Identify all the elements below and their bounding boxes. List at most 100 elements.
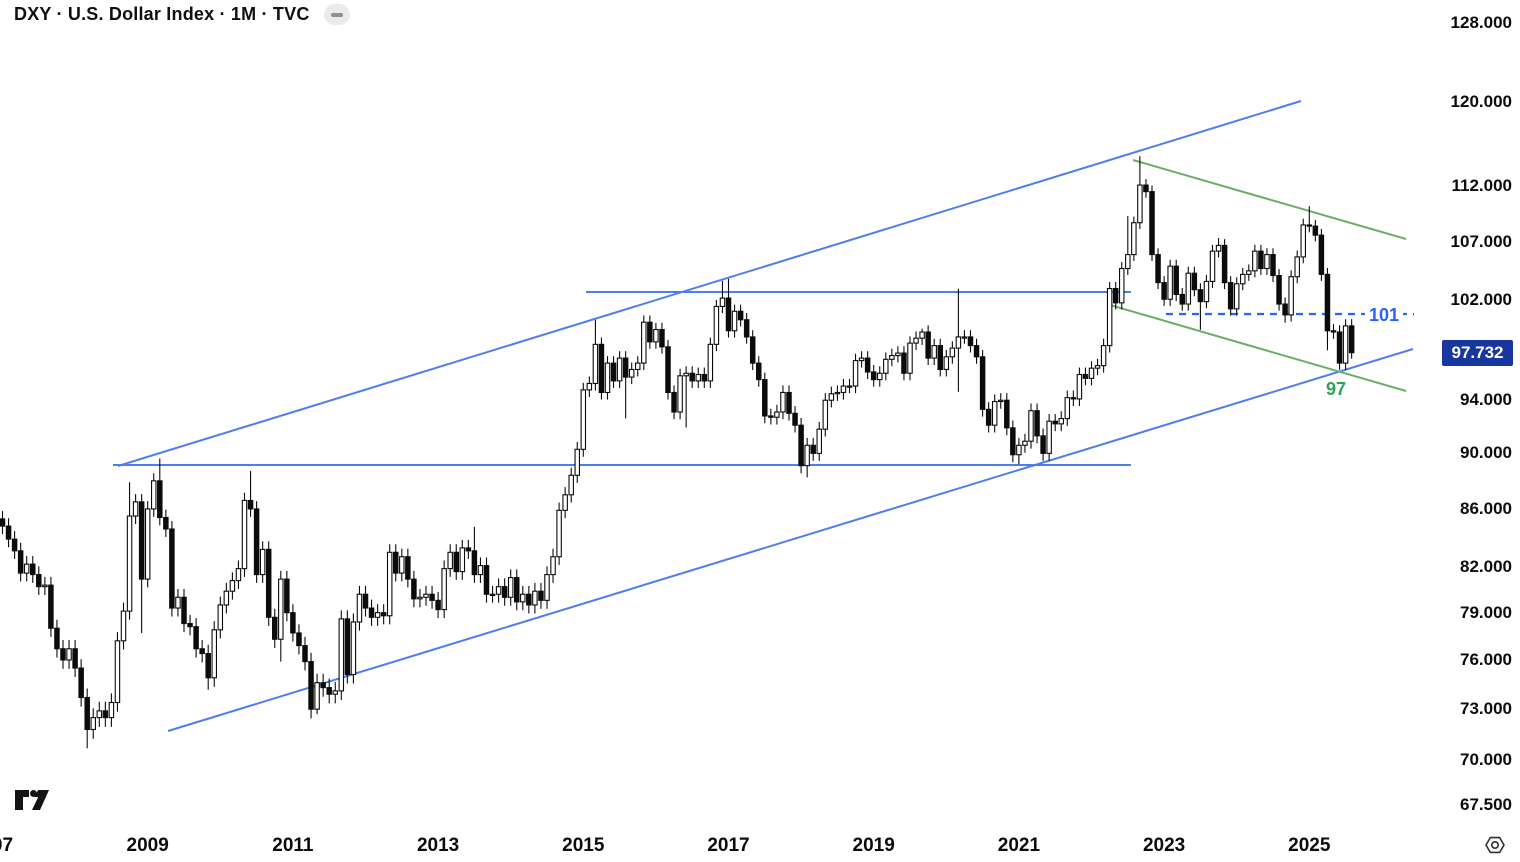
candle-body bbox=[1348, 325, 1355, 354]
candle-body bbox=[229, 580, 236, 592]
candle-body bbox=[538, 590, 544, 601]
candle-body bbox=[792, 412, 798, 426]
candle-body bbox=[1312, 225, 1319, 236]
ascending-channel-bottom[interactable] bbox=[167, 348, 1414, 732]
legend-collapse-button[interactable] bbox=[323, 4, 350, 25]
candle-body bbox=[120, 610, 127, 642]
candle-body bbox=[979, 356, 986, 410]
candle-body bbox=[707, 343, 714, 382]
descending-channel-top[interactable] bbox=[1132, 159, 1407, 240]
time-axis-label: 2015 bbox=[562, 835, 605, 856]
axis-settings-gear-icon[interactable] bbox=[1483, 833, 1507, 857]
candle-body bbox=[1082, 373, 1089, 379]
candle-body bbox=[5, 525, 12, 540]
candle-body bbox=[483, 565, 490, 595]
candle-body bbox=[84, 696, 90, 730]
candle-body bbox=[592, 343, 599, 385]
candle-body bbox=[471, 550, 478, 576]
candle-body bbox=[719, 297, 726, 307]
candle-body bbox=[985, 408, 992, 426]
candle-body bbox=[762, 379, 768, 417]
candle-body bbox=[677, 375, 683, 413]
price-axis-label: 76.000 bbox=[1460, 649, 1512, 669]
candle-body bbox=[1070, 397, 1077, 400]
candle-body bbox=[1058, 418, 1065, 425]
time-axis-label: 2017 bbox=[707, 835, 750, 856]
candle-body bbox=[834, 391, 841, 395]
candle-body bbox=[520, 593, 526, 603]
candle-body bbox=[961, 336, 968, 339]
candle-body bbox=[889, 355, 895, 360]
candle-body bbox=[114, 640, 121, 704]
candle-body bbox=[193, 626, 199, 650]
candle-body bbox=[755, 362, 762, 381]
candle-body bbox=[1233, 283, 1240, 310]
candle-body bbox=[453, 551, 459, 573]
candle-body bbox=[36, 574, 42, 588]
candle-body bbox=[302, 645, 308, 663]
price-axis-label: 73.000 bbox=[1460, 699, 1512, 719]
candle-body bbox=[1149, 191, 1155, 256]
candle-body bbox=[665, 346, 671, 394]
candle-body bbox=[967, 336, 974, 347]
candle-body bbox=[683, 372, 689, 377]
candle-body bbox=[919, 331, 925, 339]
time-axis-label: 2013 bbox=[416, 835, 460, 856]
candle-body bbox=[580, 389, 587, 450]
candle-body bbox=[671, 391, 677, 413]
ascending-channel-top[interactable] bbox=[117, 100, 1302, 467]
candle-body bbox=[931, 345, 937, 359]
chart-legend: DXY · U.S. Dollar Index · 1M · TVC bbox=[14, 4, 350, 25]
time-axis-label: 2023 bbox=[1142, 835, 1186, 856]
candle-body bbox=[647, 321, 653, 343]
candle-body bbox=[1185, 272, 1192, 305]
candle-body bbox=[199, 648, 205, 655]
time-axis-label: 2021 bbox=[997, 835, 1041, 856]
candle-body bbox=[895, 352, 901, 357]
candle-body bbox=[598, 343, 605, 394]
candle-body bbox=[550, 556, 556, 576]
candle-body bbox=[937, 345, 943, 370]
candle-body bbox=[23, 563, 30, 574]
candle-body bbox=[11, 538, 18, 552]
candle-body bbox=[489, 593, 496, 596]
candle-body bbox=[1270, 254, 1276, 277]
candle-body bbox=[507, 577, 514, 598]
candle-body bbox=[610, 362, 617, 382]
minus-icon bbox=[330, 12, 343, 17]
candle-body bbox=[290, 612, 296, 634]
candle-body bbox=[1342, 325, 1349, 364]
candle-body bbox=[29, 563, 36, 576]
candle-body bbox=[1173, 265, 1179, 296]
level-101-label[interactable]: 101 bbox=[1364, 305, 1404, 325]
candle-body bbox=[798, 424, 804, 467]
candle-body bbox=[48, 584, 54, 629]
candle-body bbox=[356, 593, 363, 623]
candle-body bbox=[495, 586, 502, 595]
candle-body bbox=[822, 399, 829, 430]
candle-body bbox=[332, 690, 338, 695]
candle-body bbox=[774, 411, 780, 418]
descending-channel-bottom[interactable] bbox=[1109, 304, 1407, 392]
level-97-label[interactable]: 97 bbox=[1321, 379, 1351, 399]
time-axis-label: 2011 bbox=[272, 835, 314, 856]
candle-body bbox=[175, 596, 181, 609]
candle-body bbox=[1143, 184, 1149, 193]
price-axis-label: 79.000 bbox=[1460, 602, 1512, 622]
candle-body bbox=[1306, 224, 1313, 227]
candle-body bbox=[1276, 274, 1282, 305]
candle-body bbox=[241, 499, 248, 570]
candle-body bbox=[338, 618, 345, 692]
time-axis-label: 2019 bbox=[852, 835, 895, 856]
candle-body bbox=[526, 593, 532, 606]
candle-body bbox=[326, 687, 332, 695]
candle-body bbox=[713, 305, 720, 345]
candle-body bbox=[1294, 256, 1300, 278]
candle-body bbox=[247, 499, 254, 510]
candle-body bbox=[1203, 280, 1210, 303]
candle-body bbox=[138, 501, 145, 580]
candle-body bbox=[804, 444, 810, 467]
